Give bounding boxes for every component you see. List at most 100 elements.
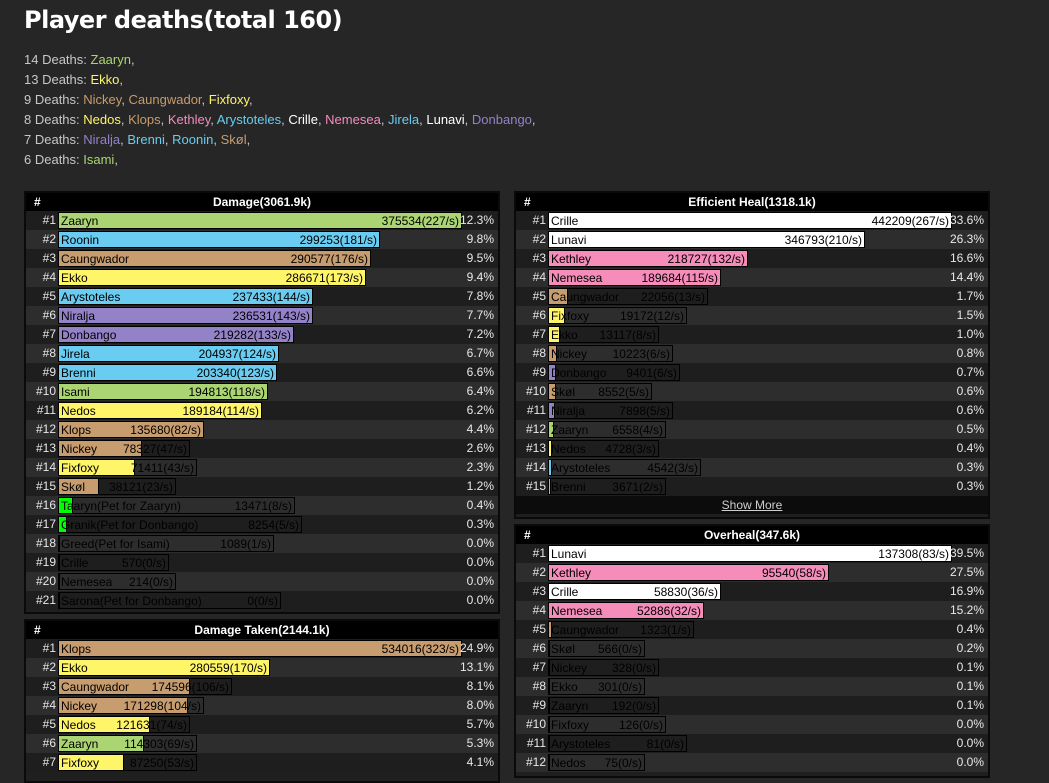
death-player-name: Klops	[128, 112, 161, 127]
player-name[interactable]: Nickey	[551, 347, 588, 361]
table-row: #1 Zaaryn 375534(227/s) 12.3%	[26, 211, 498, 230]
player-name[interactable]: Caungwador	[551, 623, 620, 637]
player-name[interactable]: Skøl	[551, 385, 575, 399]
player-name[interactable]: Caungwador	[61, 680, 130, 694]
player-name[interactable]: Niralja	[551, 404, 586, 418]
player-name[interactable]: Niralja	[61, 309, 96, 323]
death-player-name: Lunavi	[426, 112, 465, 127]
percent-value: 15.2%	[949, 603, 984, 617]
player-name[interactable]: Crille	[551, 214, 579, 228]
panel-title: Damage(3061.9k)	[212, 195, 312, 209]
table-row: #7 Donbango 219282(133/s) 7.2%	[26, 325, 498, 344]
panel-title: Efficient Heal(1318.1k)	[688, 195, 816, 209]
player-name[interactable]: Ekko	[61, 661, 88, 675]
show-more-link[interactable]: Show More	[516, 496, 988, 514]
table-row: #19 Crille 570(0/s) 0.0%	[26, 553, 498, 572]
player-name[interactable]: Arystoteles	[551, 461, 611, 475]
player-name[interactable]: Brenni	[551, 480, 586, 494]
player-name[interactable]: Zaaryn	[551, 699, 589, 713]
player-name[interactable]: Granik(Pet for Donbango)	[61, 518, 199, 532]
player-value: 8254(5/s)	[248, 518, 299, 532]
percent-value: 16.6%	[949, 251, 984, 265]
separator: ,	[213, 132, 221, 147]
rank-label: #12	[525, 422, 546, 436]
player-name[interactable]: Nickey	[551, 661, 588, 675]
player-name[interactable]: Nemesea	[61, 575, 113, 589]
player-name[interactable]: Klops	[61, 423, 92, 437]
player-name[interactable]: Donbango	[551, 366, 607, 380]
player-name[interactable]: Crille	[551, 585, 579, 599]
percent-value: 12.3%	[459, 213, 494, 227]
player-name[interactable]: Ekko	[61, 271, 88, 285]
player-name[interactable]: Nemesea	[551, 271, 603, 285]
table-row: #10 Isami 194813(118/s) 6.4%	[26, 382, 498, 401]
player-name[interactable]: Zaaryn	[61, 737, 99, 751]
rank-label: #9	[532, 698, 546, 712]
player-name[interactable]: Greed(Pet for Isami)	[61, 537, 170, 551]
player-name[interactable]: Kethley	[551, 566, 592, 580]
row-label: Nedos 75(0/s)	[548, 754, 645, 771]
player-name[interactable]: Skøl	[61, 480, 85, 494]
player-name[interactable]: Taaryn(Pet for Zaaryn)	[61, 499, 182, 513]
table-row: #5 Caungwador 22056(13/s) 1.7%	[516, 287, 988, 306]
row-label: Greed(Pet for Isami) 1089(1/s)	[58, 535, 274, 552]
percent-value: 2.6%	[466, 441, 494, 455]
player-name[interactable]: Donbango	[61, 328, 117, 342]
player-name[interactable]: Skøl	[551, 642, 575, 656]
player-name[interactable]: Brenni	[61, 366, 96, 380]
row-label: Arystoteles 237433(144/s)	[58, 288, 313, 305]
table-row: #6 Skøl 566(0/s) 0.2%	[516, 639, 988, 658]
player-name[interactable]: Crille	[61, 556, 89, 570]
percent-value: 5.3%	[466, 736, 494, 750]
table-row: #9 Brenni 203340(123/s) 6.6%	[26, 363, 498, 382]
rank-label: #16	[35, 498, 56, 512]
panel-header: # Efficient Heal(1318.1k)	[516, 193, 988, 211]
row-label: Niralja 236531(143/s)	[58, 307, 313, 324]
player-name[interactable]: Arystoteles	[551, 737, 611, 751]
player-name[interactable]: Nedos	[61, 404, 96, 418]
percent-value: 8.1%	[466, 679, 494, 693]
player-value: 534016(323/s)	[381, 642, 459, 656]
player-name[interactable]: Zaaryn	[551, 423, 589, 437]
player-name[interactable]: Caungwador	[61, 252, 130, 266]
player-name[interactable]: Ekko	[551, 328, 578, 342]
player-name[interactable]: Nickey	[61, 699, 98, 713]
player-name[interactable]: Nedos	[551, 756, 586, 770]
damage-panel: # Damage(3061.9k) #1 Zaaryn 375534(227/s) 12.…	[24, 191, 500, 614]
player-value: 174596(106/s)	[151, 680, 229, 694]
rank-label: #11	[36, 403, 56, 417]
player-name[interactable]: Sarona(Pet for Donbango)	[61, 594, 202, 608]
player-name[interactable]: Nedos	[61, 718, 96, 732]
table-row: #14 Fixfoxy 71411(43/s) 2.3%	[26, 458, 498, 477]
player-name[interactable]: Isami	[61, 385, 90, 399]
player-name[interactable]: Fixfoxy	[551, 309, 590, 323]
player-name[interactable]: Klops	[61, 642, 92, 656]
rank-label: #8	[532, 346, 546, 360]
player-name[interactable]: Fixfoxy	[61, 461, 100, 475]
player-name[interactable]: Zaaryn	[61, 214, 99, 228]
row-label: Lunavi 137308(83/s)	[548, 545, 952, 562]
rank-label: #10	[525, 384, 546, 398]
player-name[interactable]: Nemesea	[551, 604, 603, 618]
player-name[interactable]: Lunavi	[551, 547, 587, 561]
player-name[interactable]: Arystoteles	[61, 290, 121, 304]
rank-label: #5	[42, 289, 56, 303]
player-name[interactable]: Fixfoxy	[551, 718, 590, 732]
panel-rows: #1 Zaaryn 375534(227/s) 12.3% #2 Roonin 299253…	[26, 211, 498, 610]
player-name[interactable]: Kethley	[551, 252, 592, 266]
deaths-row: 9 Deaths: Nickey, Caungwador, Fixfoxy,	[24, 90, 536, 110]
player-name[interactable]: Roonin	[61, 233, 100, 247]
player-name[interactable]: Nickey	[61, 442, 98, 456]
row-label: Zaaryn 375534(227/s)	[58, 212, 462, 229]
player-value: 81(0/s)	[646, 737, 684, 751]
player-name[interactable]: Nedos	[551, 442, 586, 456]
table-row: #13 Nickey 78327(47/s) 2.6%	[26, 439, 498, 458]
table-row: #21 Sarona(Pet for Donbango) 0(0/s) 0.0%	[26, 591, 498, 610]
player-value: 19172(12/s)	[619, 309, 684, 323]
player-name[interactable]: Caungwador	[551, 290, 620, 304]
player-name[interactable]: Jirela	[61, 347, 90, 361]
percent-value: 0.0%	[466, 555, 494, 569]
player-name[interactable]: Lunavi	[551, 233, 587, 247]
player-name[interactable]: Fixfoxy	[61, 756, 100, 770]
player-name[interactable]: Ekko	[551, 680, 578, 694]
